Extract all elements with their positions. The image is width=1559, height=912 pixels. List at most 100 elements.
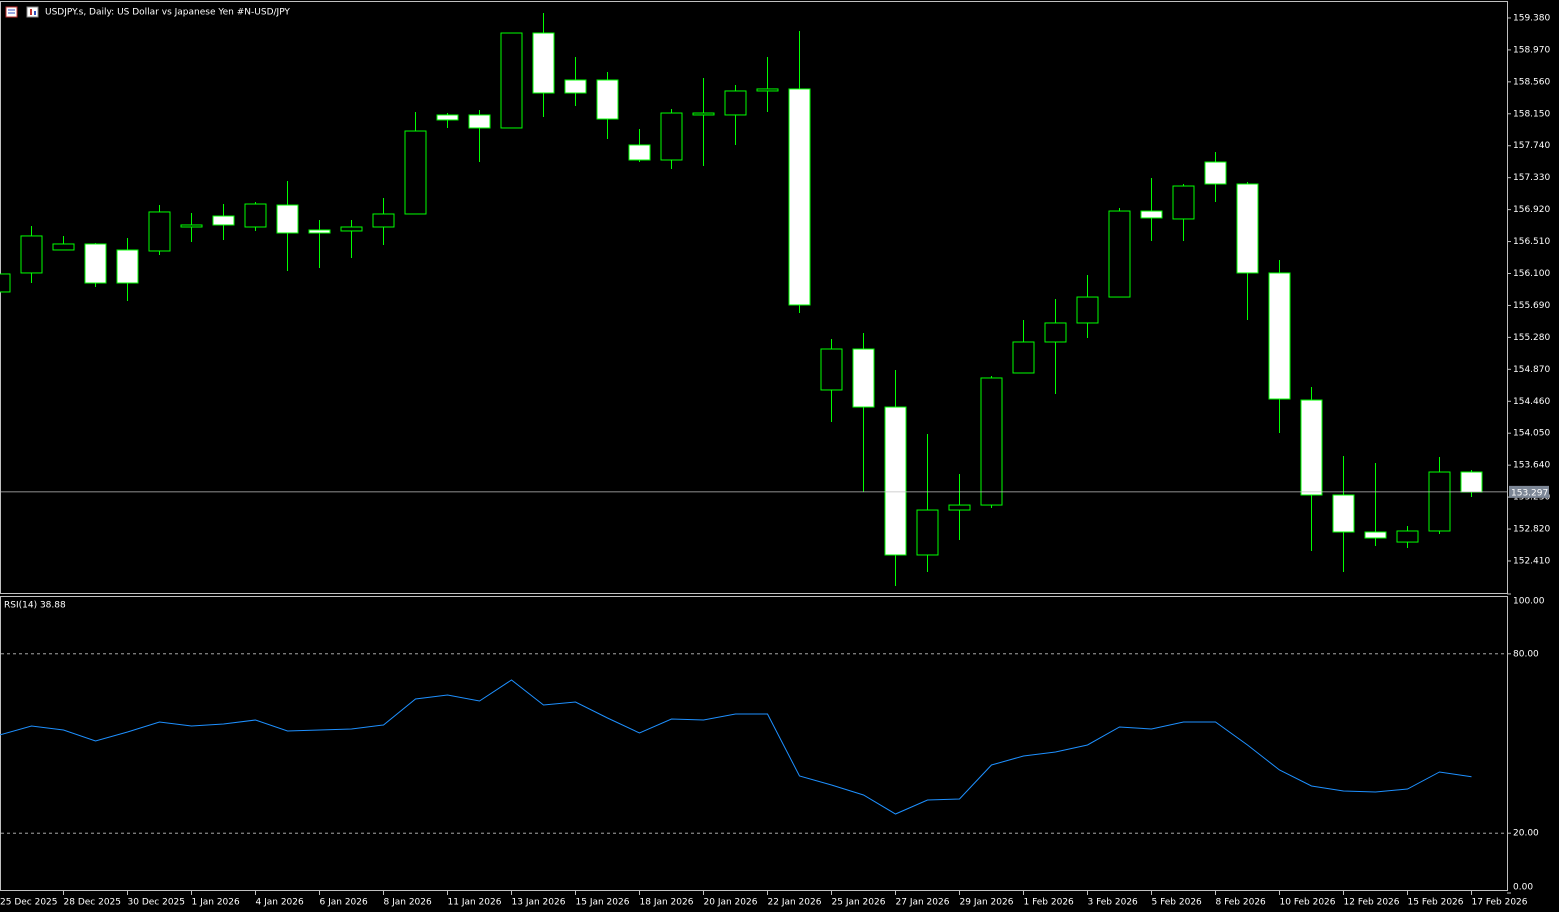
candle-body (52, 243, 75, 251)
candle-body (1108, 210, 1131, 298)
candle-body (564, 79, 587, 94)
candle-body (660, 112, 683, 161)
candle-body (1364, 531, 1387, 539)
candle-body (84, 243, 107, 284)
icon (30, 9, 32, 15)
candle-body (180, 224, 203, 228)
candle-body (500, 32, 523, 129)
x-tick-label: 18 Jan 2026 (640, 898, 694, 908)
main-frame (0, 1, 1508, 594)
x-tick-label: 25 Jan 2026 (832, 898, 886, 908)
candle-body (980, 377, 1003, 506)
y-tick-label: 157.330 (1513, 173, 1550, 183)
candle-body (1044, 322, 1067, 343)
y-tick-label: 156.100 (1513, 269, 1550, 279)
candle-body (1428, 471, 1451, 532)
icon (5, 6, 18, 18)
x-tick-label: 30 Dec 2025 (128, 898, 186, 908)
y-tick-label: 154.460 (1513, 397, 1550, 407)
candle-body (340, 226, 363, 232)
x-tick-label: 25 Dec 2025 (0, 898, 58, 908)
candle-body (1236, 183, 1259, 274)
candle-body (724, 90, 747, 116)
x-tick-label: 3 Feb 2026 (1088, 898, 1139, 908)
y-tick-label: 158.560 (1513, 77, 1550, 87)
x-tick-label: 6 Jan 2026 (320, 898, 368, 908)
plot: 159.380 158.970 158.560 158.150 157.740 157.3… (0, 12, 1550, 908)
y-tick-label: 100.00 (1513, 597, 1545, 607)
candle-body (852, 348, 875, 408)
y-tick-label: 80.00 (1513, 649, 1539, 659)
candle-body (788, 88, 811, 306)
y-tick-label: 158.970 (1513, 45, 1550, 55)
candle-body (916, 509, 939, 556)
candle-body (0, 273, 11, 293)
y-tick-label: 155.280 (1513, 333, 1550, 343)
candle-body (372, 213, 395, 228)
y-tick-label: 153.640 (1513, 461, 1550, 471)
x-tick-label: 8 Jan 2026 (384, 898, 432, 908)
y-tick-label: 154.050 (1513, 429, 1550, 439)
rsi-line (0, 679, 1472, 815)
candle-body (1012, 341, 1035, 374)
x-tick-label: 22 Jan 2026 (768, 898, 822, 908)
x-tick-label: 13 Jan 2026 (512, 898, 566, 908)
candle-body (820, 348, 843, 391)
x-tick-label: 28 Dec 2025 (64, 898, 122, 908)
candle-body (20, 235, 43, 274)
candle-body (756, 88, 779, 92)
y-tick-label: 152.820 (1513, 525, 1550, 535)
x-tick-label: 15 Feb 2026 (1408, 898, 1464, 908)
x-tick-label: 1 Feb 2026 (1024, 898, 1075, 908)
x-tick-label: 20 Jan 2026 (704, 898, 758, 908)
x-tick-label: 12 Feb 2026 (1344, 898, 1400, 908)
x-tick-label: 17 Feb 2026 (1472, 898, 1528, 908)
x-tick-label: 5 Feb 2026 (1152, 898, 1203, 908)
last-price-label: 153.297 (1511, 488, 1548, 498)
candle-body (148, 211, 171, 252)
candle-body (1300, 399, 1323, 496)
y-tick-label: 156.510 (1513, 237, 1550, 247)
y-tick-label: 152.410 (1513, 556, 1550, 566)
x-tick-label: 10 Feb 2026 (1280, 898, 1336, 908)
candle-body (692, 112, 715, 116)
x-tick-label: 1 Jan 2026 (192, 898, 240, 908)
y-tick-label: 156.920 (1513, 205, 1550, 215)
icon (26, 6, 39, 18)
candle-body (276, 204, 299, 234)
candle-body (1460, 471, 1483, 493)
candle-body (116, 249, 139, 284)
candle-body (1140, 210, 1163, 219)
candle-body (244, 203, 267, 228)
y-tick-label: 159.380 (1513, 13, 1550, 23)
x-tick-label: 15 Jan 2026 (576, 898, 630, 908)
candle-body (308, 229, 331, 234)
x-tick-label: 11 Jan 2026 (448, 898, 502, 908)
candle-body (628, 144, 651, 161)
candle-body (596, 79, 619, 120)
candle-body (948, 504, 971, 511)
y-tick-label: 20.00 (1513, 829, 1539, 839)
symbol-icons (5, 6, 39, 18)
candle-body (404, 130, 427, 215)
candle-body (1172, 185, 1195, 220)
rsi-frame (0, 596, 1508, 891)
chart-title: USDJPY.s, Daily: US Dollar vs Japanese Y… (45, 8, 290, 18)
y-tick-label: 158.150 (1513, 109, 1550, 119)
x-tick-label: 29 Jan 2026 (960, 898, 1014, 908)
y-tick-label: 154.870 (1513, 365, 1550, 375)
candle-body (1076, 296, 1099, 324)
candle-body (436, 114, 459, 121)
x-tick-label: 8 Feb 2026 (1216, 898, 1267, 908)
candle-body (1204, 161, 1227, 185)
x-tick-label: 27 Jan 2026 (896, 898, 950, 908)
icon (34, 11, 36, 15)
y-tick-label: 155.690 (1513, 301, 1550, 311)
candle-body (1396, 530, 1419, 543)
y-tick-label: 157.740 (1513, 141, 1550, 151)
last-price-box (1509, 485, 1549, 498)
candle-body (884, 406, 907, 556)
